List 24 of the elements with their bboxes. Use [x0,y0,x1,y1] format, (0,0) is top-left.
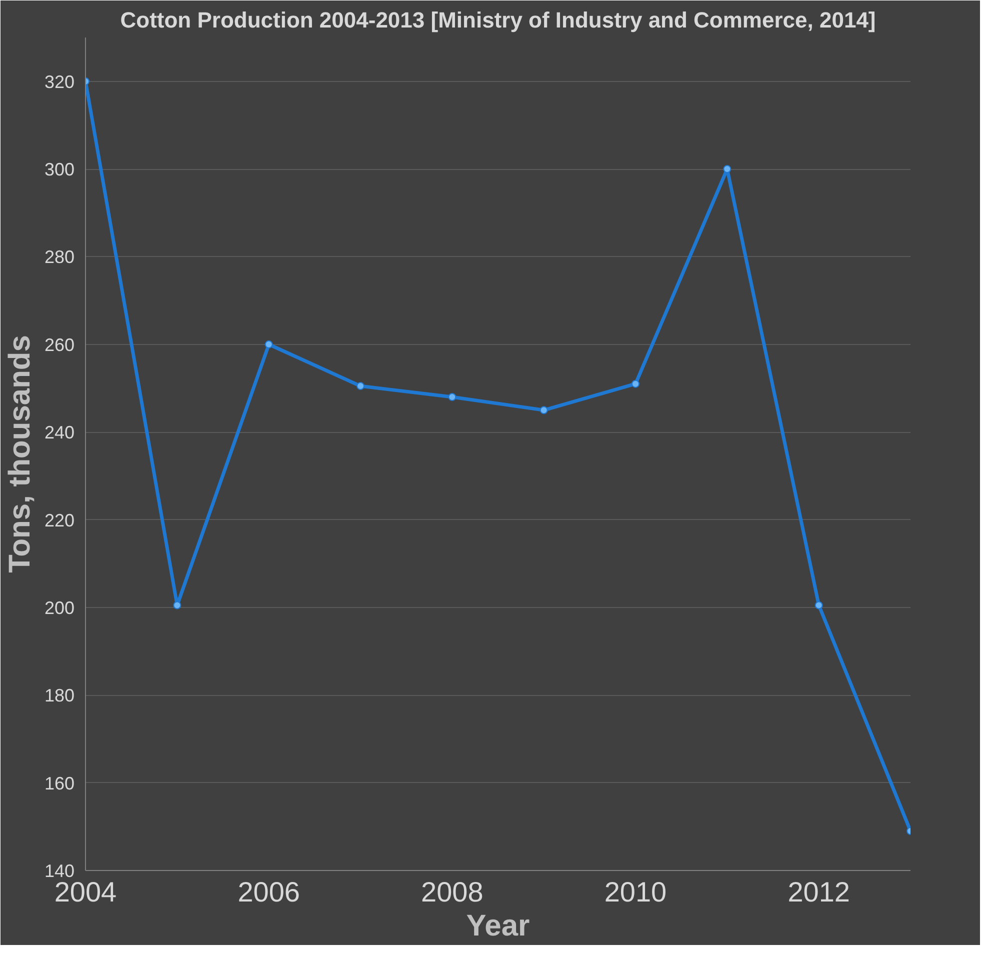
y-tick-label: 300 [44,160,75,180]
y-tick-label: 180 [44,686,75,706]
point [448,393,456,401]
y-tick-label: 240 [44,422,75,443]
y-tick-label: 320 [44,72,75,92]
x-tick-label: 2006 [238,876,300,908]
point [356,382,364,390]
point [814,601,823,610]
y-tick-label: 200 [44,598,75,618]
x-tick-label: 2012 [788,876,850,908]
y-tick-label: 220 [44,510,75,530]
chart-title: Cotton Production 2004-2013 [Ministry of Industry and Commerce, 2014] [120,8,876,32]
y-tick-label: 160 [44,773,75,794]
point [540,406,548,414]
y-tick-label: 280 [44,247,75,268]
x-tick-label: 2010 [604,876,667,908]
y-tick-label: 260 [44,334,75,355]
x-tick-label: 2008 [421,876,484,908]
y-axis-title: Tons, thousands [3,335,36,573]
point [632,380,640,388]
x-axis-title: Year [466,910,530,942]
point [264,340,273,348]
point [723,165,732,174]
point [173,601,182,610]
